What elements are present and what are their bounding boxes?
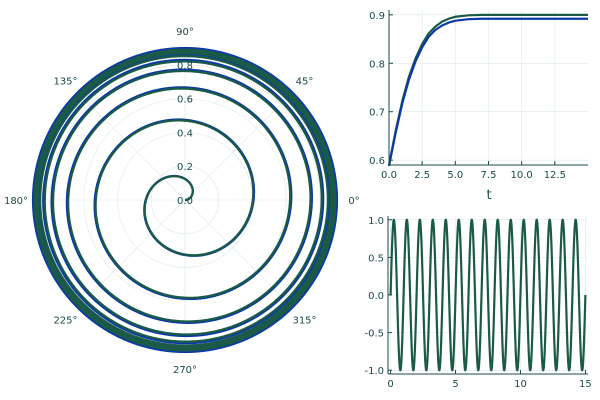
polar-labels: 0.0 0.2 0.4 0.6 0.8 0° 45° 90° 135° 180° 225° 270° 3… <box>4 27 360 376</box>
top-right-series <box>387 13 588 167</box>
bottom-right-y-tick-label: -0.5 <box>364 329 384 340</box>
top-right-axes: 0.0 2.5 5.0 7.5 10.0 12.5 0.6 0.7 0.8 0.9 <box>369 10 588 181</box>
polar-r-tick-label: 0.6 <box>177 95 193 106</box>
bottom-right-axes: 0 5 10 15 -1.0 -0.5 0.0 0.5 1.0 <box>364 216 591 390</box>
polar-r-tick-label: 0.4 <box>177 128 193 139</box>
bottom-right-y-tick-label: 0.5 <box>368 253 384 264</box>
polar-theta-tick-label: 0° <box>348 196 359 207</box>
polar-theta-tick-label: 270° <box>173 365 197 376</box>
polar-series <box>31 46 339 354</box>
top-right-plot: 0.0 2.5 5.0 7.5 10.0 12.5 0.6 0.7 0.8 0.9 t <box>369 10 588 203</box>
polar-plot: 0.0 0.2 0.4 0.6 0.8 0° 45° 90° 135° 180° 225° 270° 3… <box>4 27 360 376</box>
bottom-right-y-tick-label: 1.0 <box>368 216 384 227</box>
top-right-y-tick-label: 0.9 <box>369 11 385 22</box>
top-right-x-tick-label: 10.0 <box>511 170 533 181</box>
bottom-right-y-tick-label: 0.0 <box>368 291 384 302</box>
polar-theta-gridline <box>77 199 186 308</box>
bottom-right-plot: 0 5 10 15 -1.0 -0.5 0.0 0.5 1.0 <box>364 216 591 390</box>
polar-theta-tick-label: 315° <box>292 316 316 327</box>
top-right-y-tick-label: 0.8 <box>369 59 385 70</box>
polar-theta-tick-label: 45° <box>296 76 314 87</box>
top-right-x-tick-label: 7.5 <box>481 170 497 181</box>
top-right-grid <box>388 10 588 165</box>
polar-r-tick-label: 0.2 <box>177 162 193 173</box>
top-right-x-tick-label: 5.0 <box>447 170 463 181</box>
bottom-right-series-line-0 <box>389 218 587 372</box>
polar-theta-tick-label: 90° <box>176 27 194 38</box>
polar-theta-tick-label: 180° <box>4 196 28 207</box>
polar-r-tick-label: 0.8 <box>177 61 193 72</box>
top-right-x-tick-label: 2.5 <box>414 170 430 181</box>
polar-theta-gridline <box>77 92 186 201</box>
top-right-x-tick-label: 12.5 <box>544 170 566 181</box>
polar-theta-tick-label: 135° <box>53 76 77 87</box>
bottom-right-y-tick-label: -1.0 <box>364 366 384 377</box>
top-right-y-tick-label: 0.6 <box>369 156 385 167</box>
polar-theta-gridline <box>184 199 293 308</box>
bottom-right-x-tick-label: 15 <box>579 379 592 390</box>
polar-r-tick-label: 0.0 <box>177 196 193 207</box>
bottom-right-series <box>389 218 587 372</box>
polar-series-line-1 <box>33 48 337 352</box>
top-right-x-axis-label: t <box>486 188 491 203</box>
bottom-right-x-tick-label: 0 <box>387 379 393 390</box>
polar-theta-tick-label: 225° <box>53 316 77 327</box>
bottom-right-x-tick-label: 5 <box>452 379 458 390</box>
top-right-x-tick-label: 0.0 <box>381 170 397 181</box>
bottom-right-x-tick-label: 10 <box>514 379 527 390</box>
top-right-series-line-1 <box>387 17 588 167</box>
top-right-y-tick-label: 0.7 <box>369 108 385 119</box>
